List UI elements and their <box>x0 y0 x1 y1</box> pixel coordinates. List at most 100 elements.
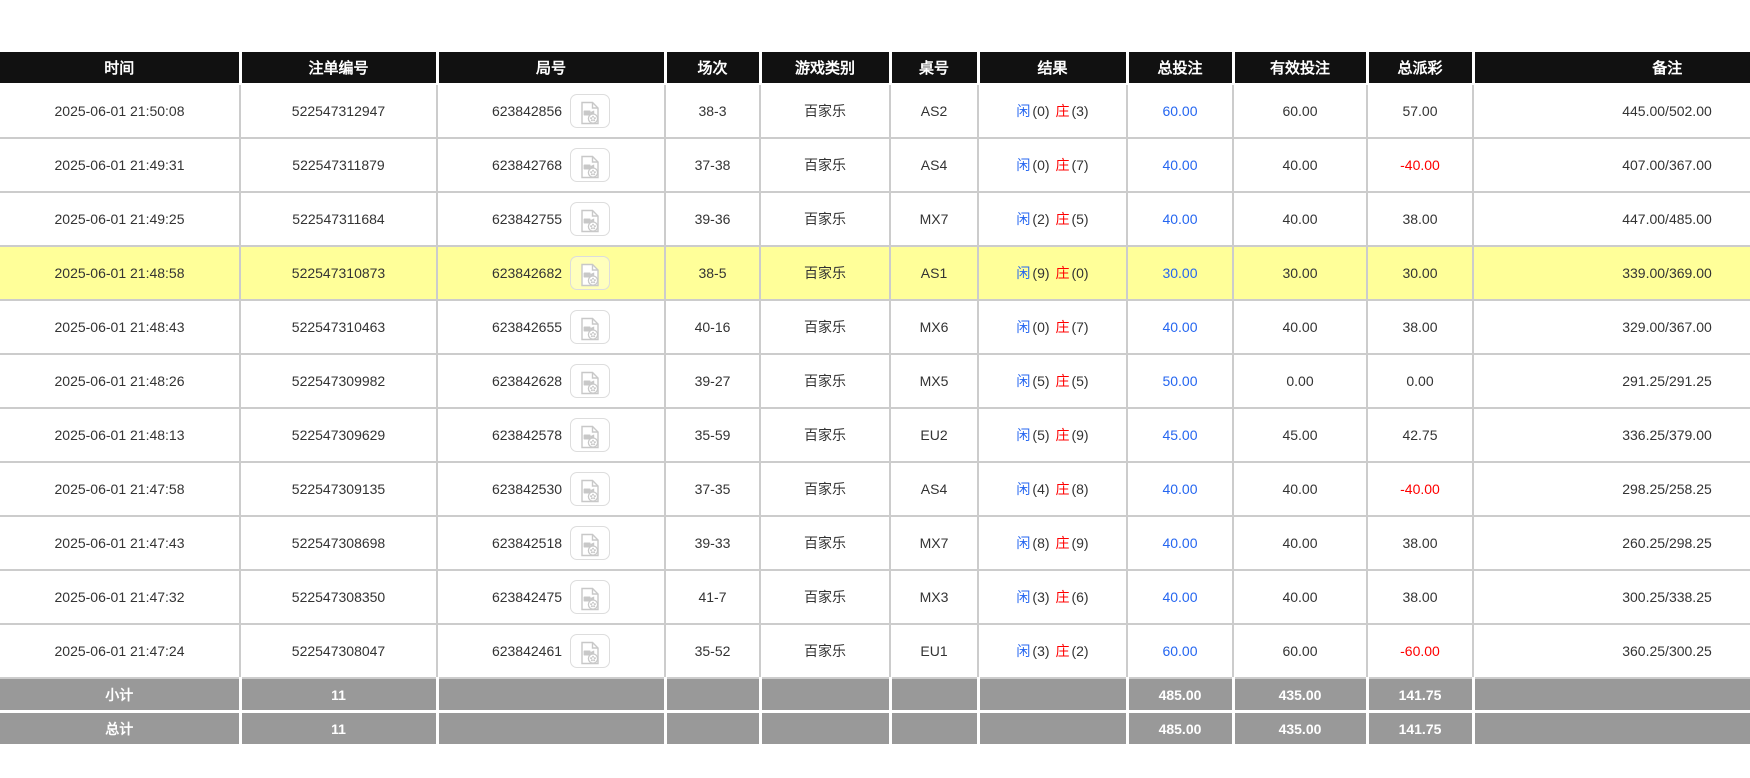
table-row[interactable]: 2025-06-01 21:47:58 522547309135 623842530… <box>0 462 1750 517</box>
cell-total-bet: 40.00 <box>1127 300 1234 355</box>
cell-total-bet: 40.00 <box>1127 516 1234 571</box>
footer-label: 小计 <box>0 677 242 712</box>
cell-result: 闲 (5) 庄 (9) <box>978 408 1128 463</box>
video-replay-button[interactable] <box>570 364 611 398</box>
cell-session: 39-36 <box>665 192 761 247</box>
result-banker-score: (9) <box>1071 535 1089 551</box>
cell-result: 闲 (0) 庄 (3) <box>978 84 1128 139</box>
video-file-icon <box>581 209 599 233</box>
cell-session: 38-3 <box>665 84 761 139</box>
cell-table-no: EU1 <box>890 624 979 679</box>
table-footer: 小计 11 485.00 435.00 141.75 总计 11 485.00 435.00 14… <box>0 677 1750 744</box>
result-player-score: (3) <box>1032 643 1050 659</box>
result-banker-score: (6) <box>1071 589 1089 605</box>
result-banker-score: (8) <box>1071 481 1089 497</box>
result-player-label: 闲 <box>1016 427 1031 443</box>
result-player-label: 闲 <box>1016 157 1031 173</box>
video-replay-button[interactable] <box>570 580 611 614</box>
bet-records-table: 时间 注单编号 局号 场次 游戏类别 桌号 结果 总投注 有效投注 总派彩 备注… <box>0 52 1750 744</box>
table-row[interactable]: 2025-06-01 21:47:43 522547308698 623842518… <box>0 516 1750 571</box>
cell-session: 37-35 <box>665 462 761 517</box>
cell-time: 2025-06-01 21:48:43 <box>0 300 241 355</box>
bet-history-page: 时间 注单编号 局号 场次 游戏类别 桌号 结果 总投注 有效投注 总派彩 备注… <box>0 52 1750 744</box>
cell-round-id: 623842475 <box>437 570 666 625</box>
column-header-total-bet: 总投注 <box>1127 52 1235 85</box>
cell-valid-bet: 60.00 <box>1233 84 1368 139</box>
cell-game-type: 百家乐 <box>760 300 891 355</box>
table-row[interactable]: 2025-06-01 21:48:26 522547309982 623842628… <box>0 354 1750 409</box>
video-replay-button[interactable] <box>570 202 611 236</box>
cell-game-type: 百家乐 <box>760 192 891 247</box>
footer-payout: 141.75 <box>1367 710 1475 744</box>
cell-time: 2025-06-01 21:47:24 <box>0 624 241 679</box>
cell-round-id: 623842628 <box>437 354 666 409</box>
result-banker-label: 庄 <box>1055 319 1070 335</box>
cell-table-no: AS4 <box>890 462 979 517</box>
column-header-payout: 总派彩 <box>1367 52 1475 85</box>
cell-total-bet: 45.00 <box>1127 408 1234 463</box>
cell-time: 2025-06-01 21:49:31 <box>0 138 241 193</box>
table-row[interactable]: 2025-06-01 21:47:32 522547308350 623842475… <box>0 570 1750 625</box>
video-replay-button[interactable] <box>570 256 611 290</box>
result-banker-score: (9) <box>1071 427 1089 443</box>
cell-bet-id: 522547312947 <box>240 84 438 139</box>
footer-total-bet: 485.00 <box>1127 677 1235 712</box>
video-replay-button[interactable] <box>570 634 611 668</box>
result-player-label: 闲 <box>1016 319 1031 335</box>
video-file-icon <box>581 155 599 179</box>
table-row[interactable]: 2025-06-01 21:47:24 522547308047 623842461… <box>0 624 1750 679</box>
video-replay-button[interactable] <box>570 148 611 182</box>
cell-game-type: 百家乐 <box>760 84 891 139</box>
table-row[interactable]: 2025-06-01 21:49:31 522547311879 623842768… <box>0 138 1750 193</box>
cell-game-type: 百家乐 <box>760 138 891 193</box>
cell-table-no: MX7 <box>890 192 979 247</box>
result-banker-label: 庄 <box>1055 589 1070 605</box>
video-replay-button[interactable] <box>570 94 611 128</box>
cell-table-no: MX3 <box>890 570 979 625</box>
round-id-text: 623842768 <box>491 157 563 173</box>
cell-payout: 38.00 <box>1367 516 1474 571</box>
column-header-time: 时间 <box>0 52 242 85</box>
result-player-label: 闲 <box>1016 211 1031 227</box>
result-player-score: (5) <box>1032 427 1050 443</box>
table-row[interactable]: 2025-06-01 21:48:58 522547310873 623842682… <box>0 246 1750 301</box>
table-row[interactable]: 2025-06-01 21:49:25 522547311684 623842755… <box>0 192 1750 247</box>
footer-row-subtotal: 小计 11 485.00 435.00 141.75 <box>0 677 1750 712</box>
table-row[interactable]: 2025-06-01 21:50:08 522547312947 623842856… <box>0 84 1750 139</box>
video-file-icon <box>581 587 599 611</box>
cell-total-bet: 40.00 <box>1127 138 1234 193</box>
cell-payout: 42.75 <box>1367 408 1474 463</box>
video-replay-button[interactable] <box>570 526 611 560</box>
cell-payout: -60.00 <box>1367 624 1474 679</box>
result-player-label: 闲 <box>1016 373 1031 389</box>
video-replay-button[interactable] <box>570 472 611 506</box>
footer-empty-cell <box>665 710 762 744</box>
footer-empty-cell <box>978 677 1129 712</box>
table-row[interactable]: 2025-06-01 21:48:43 522547310463 623842655… <box>0 300 1750 355</box>
column-header-valid-bet: 有效投注 <box>1233 52 1369 85</box>
round-id-text: 623842461 <box>491 643 563 659</box>
cell-valid-bet: 40.00 <box>1233 300 1368 355</box>
round-id-text: 623842530 <box>491 481 563 497</box>
video-replay-button[interactable] <box>570 310 611 344</box>
column-header-bet-id: 注单编号 <box>240 52 439 85</box>
result-banker-label: 庄 <box>1055 427 1070 443</box>
cell-total-bet: 40.00 <box>1127 570 1234 625</box>
cell-remark: 300.25/338.25 <box>1473 570 1750 625</box>
video-file-icon <box>581 641 599 665</box>
column-header-game-type: 游戏类别 <box>760 52 892 85</box>
footer-empty-cell <box>437 677 667 712</box>
result-banker-label: 庄 <box>1055 481 1070 497</box>
cell-round-id: 623842518 <box>437 516 666 571</box>
cell-round-id: 623842655 <box>437 300 666 355</box>
cell-game-type: 百家乐 <box>760 462 891 517</box>
video-file-icon <box>581 101 599 125</box>
cell-table-no: MX5 <box>890 354 979 409</box>
result-banker-score: (3) <box>1071 103 1089 119</box>
round-id-text: 623842655 <box>491 319 563 335</box>
table-row[interactable]: 2025-06-01 21:48:13 522547309629 623842578… <box>0 408 1750 463</box>
video-replay-button[interactable] <box>570 418 611 452</box>
cell-result: 闲 (0) 庄 (7) <box>978 300 1128 355</box>
result-banker-label: 庄 <box>1055 157 1070 173</box>
cell-bet-id: 522547308047 <box>240 624 438 679</box>
